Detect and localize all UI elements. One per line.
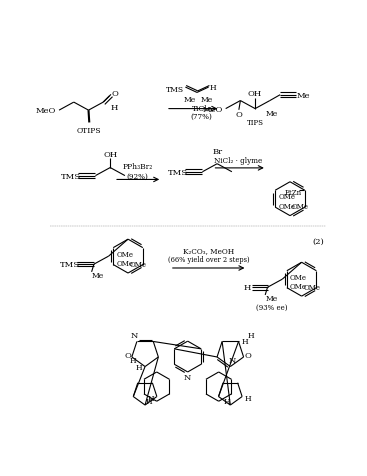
Text: (92%): (92%) xyxy=(126,172,148,180)
Text: (66% yield over 2 steps): (66% yield over 2 steps) xyxy=(168,255,250,263)
Text: TMS: TMS xyxy=(166,86,184,94)
Text: MeO: MeO xyxy=(203,105,224,113)
Text: TMS: TMS xyxy=(60,260,80,268)
Text: OMe: OMe xyxy=(290,283,307,290)
Text: OMe: OMe xyxy=(290,273,307,281)
Text: H: H xyxy=(245,394,252,402)
Text: MeO: MeO xyxy=(36,107,56,115)
Text: N: N xyxy=(184,373,191,381)
Text: OMe: OMe xyxy=(116,250,133,258)
Text: PPh₃Br₂: PPh₃Br₂ xyxy=(122,163,152,171)
Text: N: N xyxy=(131,332,138,339)
Text: OMe: OMe xyxy=(278,202,295,210)
Text: OMe: OMe xyxy=(303,283,320,291)
Text: H: H xyxy=(135,363,142,371)
Text: Me: Me xyxy=(183,95,195,103)
Text: Me: Me xyxy=(265,294,277,302)
Text: EtZn: EtZn xyxy=(284,188,302,196)
Text: TiCl₄: TiCl₄ xyxy=(192,105,210,113)
Text: OMe: OMe xyxy=(130,260,146,268)
Text: (93% ee): (93% ee) xyxy=(256,303,287,311)
Text: O: O xyxy=(124,351,131,359)
Text: OTIPS: OTIPS xyxy=(77,127,102,135)
Text: (77%): (77%) xyxy=(190,112,212,120)
Text: (2): (2) xyxy=(313,238,324,246)
Text: H: H xyxy=(244,284,251,292)
Text: OMe: OMe xyxy=(116,259,133,268)
Text: TIPS: TIPS xyxy=(247,119,264,127)
Text: OMe: OMe xyxy=(278,193,295,201)
Text: H: H xyxy=(241,338,248,346)
Text: TMS: TMS xyxy=(168,169,188,177)
Text: H: H xyxy=(129,357,136,365)
Text: O: O xyxy=(235,111,242,119)
Text: Me: Me xyxy=(92,271,104,279)
Text: H: H xyxy=(248,332,254,339)
Text: OMe: OMe xyxy=(291,203,309,211)
Text: K₂CO₃, MeOH: K₂CO₃, MeOH xyxy=(183,247,234,255)
Text: N: N xyxy=(229,357,236,365)
Text: NiCl₂ · glyme: NiCl₂ · glyme xyxy=(214,157,262,165)
Text: Me: Me xyxy=(201,95,213,103)
Text: Br: Br xyxy=(212,148,222,156)
Text: H: H xyxy=(210,84,217,92)
Text: H: H xyxy=(223,397,230,406)
Text: H: H xyxy=(110,103,118,111)
Text: Me: Me xyxy=(297,91,310,99)
Text: H: H xyxy=(146,397,152,406)
Text: O: O xyxy=(112,89,118,98)
Text: O: O xyxy=(244,351,251,359)
Text: H: H xyxy=(148,394,154,402)
Text: TMS: TMS xyxy=(61,172,81,180)
Text: OH: OH xyxy=(103,150,117,159)
Text: Me: Me xyxy=(265,109,277,118)
Text: OH: OH xyxy=(248,90,262,98)
